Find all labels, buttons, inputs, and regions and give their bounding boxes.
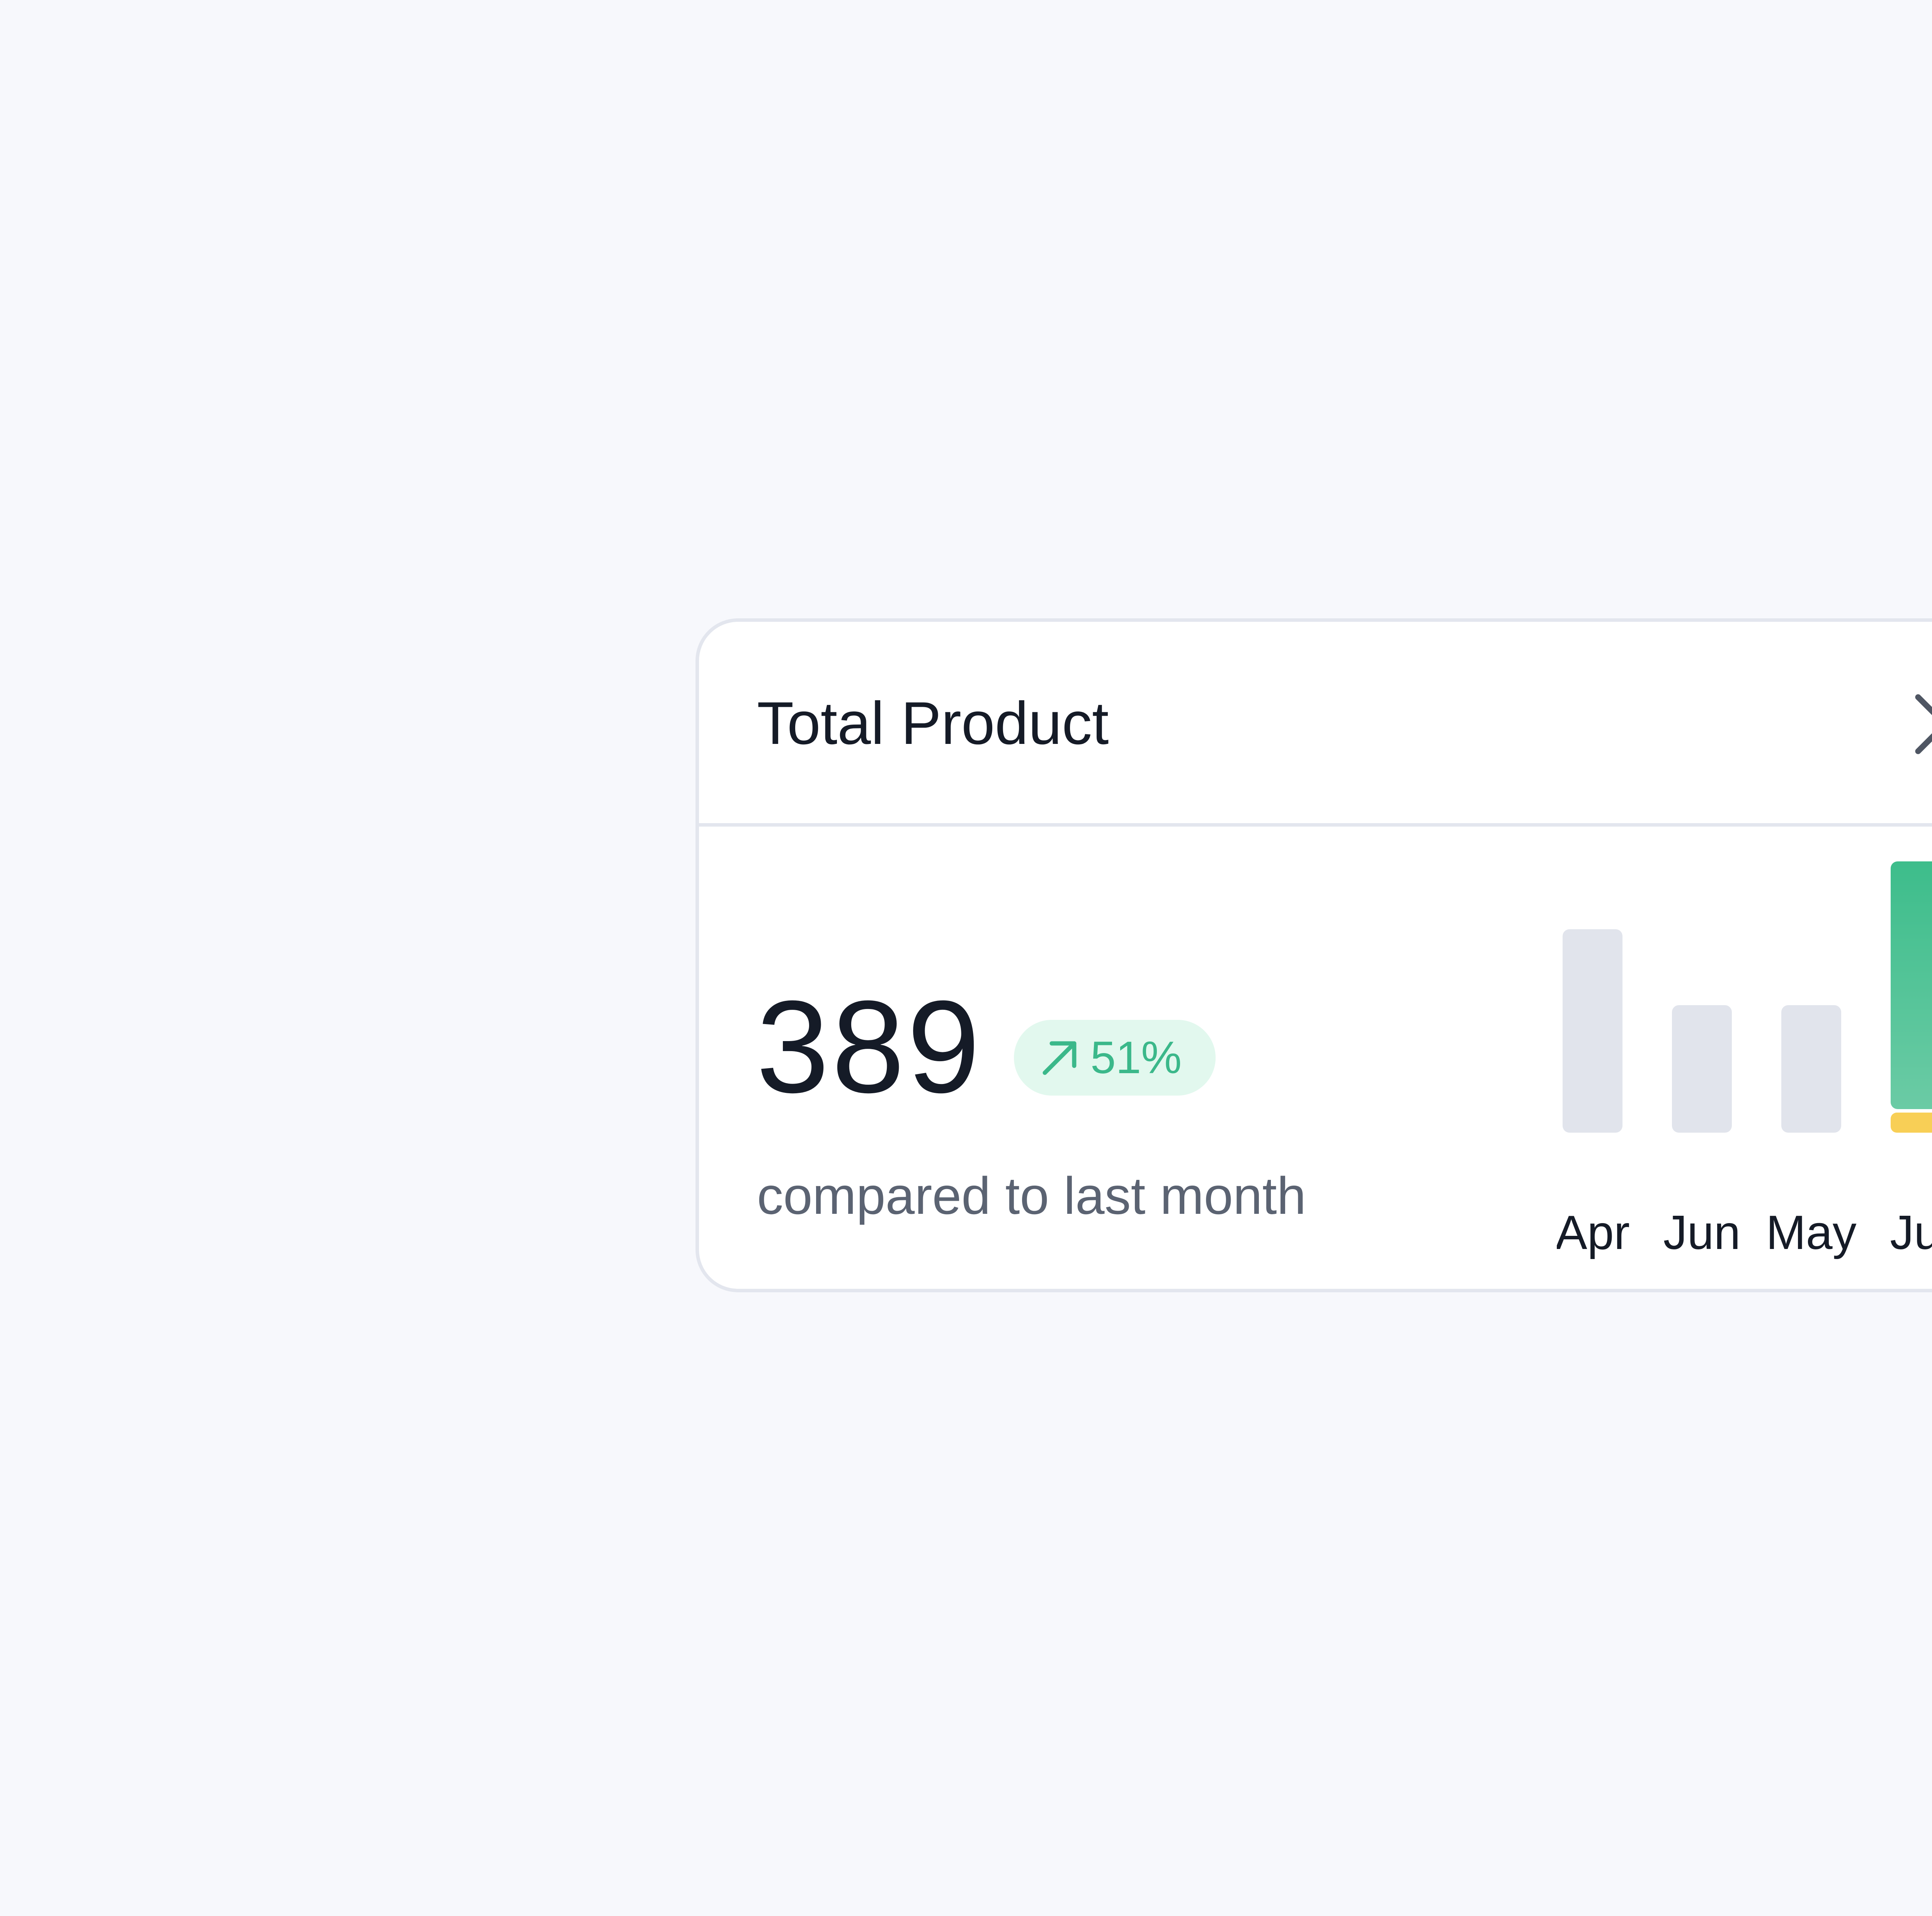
bar-jul-cap	[1891, 1113, 1932, 1133]
bar-jul-value	[1891, 861, 1932, 1109]
card-title: Total Product	[757, 690, 1109, 757]
bar-chart-svg: Apr Jun May Jul	[1557, 861, 1932, 1259]
tick-label-jul: Jul	[1890, 1206, 1932, 1259]
tick-label-jun: Jun	[1663, 1206, 1741, 1259]
monthly-bar-chart: Apr Jun May Jul	[1557, 861, 1932, 1267]
chevron-right-icon[interactable]	[1905, 693, 1932, 755]
total-product-value: 389	[756, 973, 983, 1120]
tick-label-apr: Apr	[1557, 1206, 1630, 1259]
change-badge: 51%	[1014, 1020, 1216, 1096]
total-product-card: Total Product 389 51% compared to last m…	[696, 618, 1932, 1292]
comparison-caption: compared to last month	[757, 1166, 1306, 1225]
bar-jun	[1672, 1005, 1732, 1133]
bar-jun-value	[1672, 1005, 1732, 1133]
bar-may-value	[1781, 1005, 1841, 1133]
bar-apr	[1563, 929, 1622, 1133]
arrow-up-right-icon	[1039, 1037, 1080, 1078]
change-percentage: 51%	[1090, 1032, 1182, 1083]
bar-jul	[1891, 861, 1932, 1133]
card-header: Total Product	[699, 622, 1932, 827]
bar-may	[1781, 1005, 1841, 1133]
tick-label-may: May	[1766, 1206, 1856, 1259]
bar-apr-value	[1563, 929, 1622, 1133]
